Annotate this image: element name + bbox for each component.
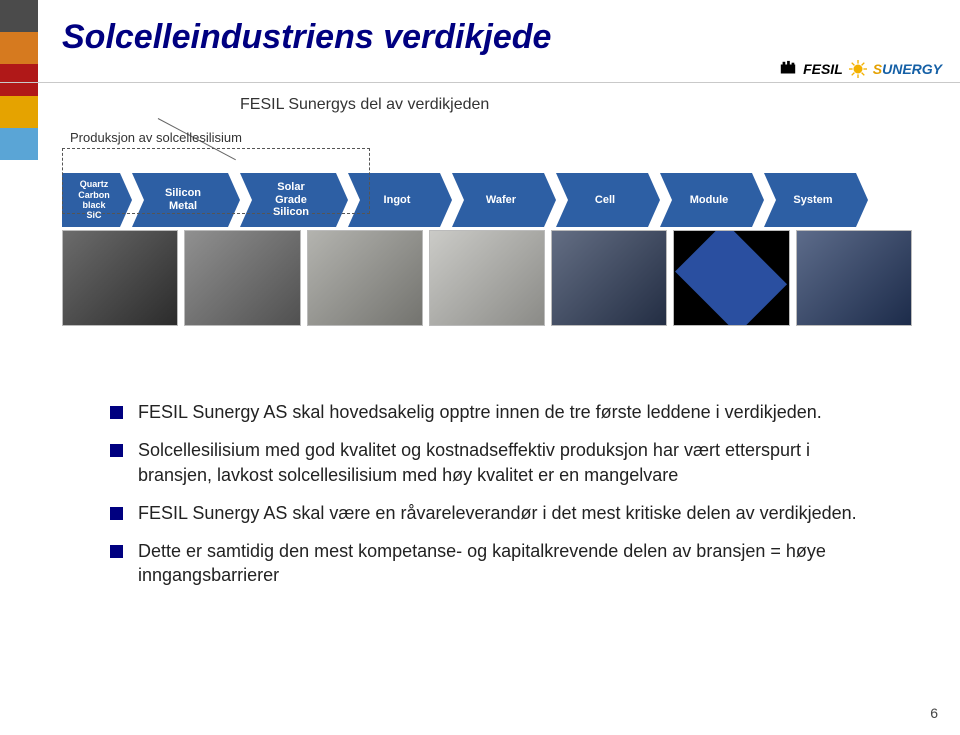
stripe-seg [0,64,38,96]
bullet-list: FESIL Sunergy AS skal hovedsakelig opptr… [110,400,870,602]
stripe-seg [0,96,38,128]
chain-stage: Wafer [452,173,556,227]
chain-image [184,230,300,326]
chain-stage: QuartzCarbonblackSiC [62,173,132,227]
chain-image [429,230,545,326]
production-label: Produksjon av solcellesilisium [70,130,912,145]
chain-image [307,230,423,326]
chain-stage: SiliconMetal [132,173,240,227]
chain-row: QuartzCarbonblackSiCSiliconMetalSolarGra… [62,171,912,229]
chain-stage: SolarGradeSilicon [240,173,348,227]
stripe-seg [0,32,38,64]
page-title: Solcelleindustriens verdikjede [62,18,551,57]
bullet-item: FESIL Sunergy AS skal hovedsakelig opptr… [110,400,870,424]
chain-stage: Module [660,173,764,227]
stripe-seg [0,128,38,160]
fesil-logo-text: FESIL [803,61,843,77]
header-rule [0,82,960,83]
chain-stage: Cell [556,173,660,227]
left-stripe [0,0,38,160]
chain-stage: Ingot [348,173,452,227]
chain-image [796,230,912,326]
chain-image [551,230,667,326]
subtitle: FESIL Sunergys del av verdikjeden [240,96,489,114]
sunergy-logo-icon [849,60,867,78]
bullet-item: Dette er samtidig den mest kompetanse- o… [110,539,870,588]
chain-stage: System [764,173,868,227]
chain-image [673,230,789,326]
page-number: 6 [930,705,938,721]
fesil-logo-icon [779,60,797,78]
sunergy-logo-text: SUNERGY [873,61,942,77]
bullet-item: Solcellesilisium med god kvalitet og kos… [110,438,870,487]
logo-area: FESIL SUNERGY [779,60,942,78]
image-row [62,230,912,326]
bullet-item: FESIL Sunergy AS skal være en råvareleve… [110,501,870,525]
stripe-seg [0,0,38,32]
value-chain: Produksjon av solcellesilisium QuartzCar… [62,130,912,207]
chain-image [62,230,178,326]
